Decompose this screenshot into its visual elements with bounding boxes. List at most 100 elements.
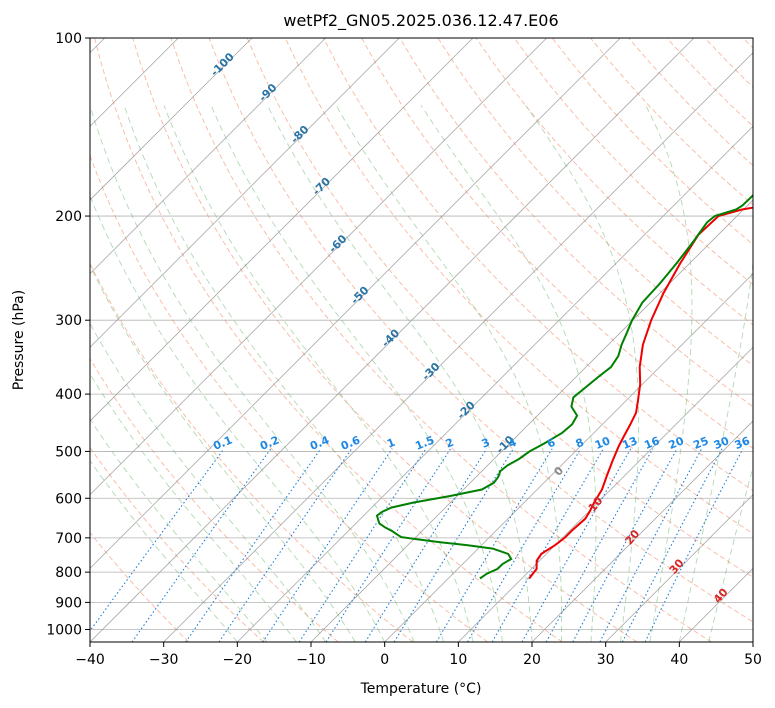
mixing-ratio-label: 0.1 [211,433,234,452]
mixing-ratio-label: 8 [574,436,586,451]
x-tick-label: −10 [296,652,326,668]
series-lines [375,194,753,580]
dry-adiabat [90,357,339,642]
isotherm-label: -80 [288,123,311,146]
moist-adiabat [90,418,268,642]
moist-adiabat [210,105,503,642]
moist-adiabat [708,465,753,642]
isotherm-label: -40 [379,326,402,349]
moist-adiabat [525,105,640,642]
dry-adiabat [704,38,753,88]
dry-adiabat [132,38,638,642]
x-tick-label: 20 [523,652,541,668]
mixing-ratio-label: 20 [667,434,686,452]
y-tick-label: 900 [55,595,82,611]
mixing-ratio-line [218,448,353,642]
mixing-ratio-label: 1 [385,436,397,451]
mixing-ratio-line [262,448,393,642]
mixing-ratio-line [393,448,514,642]
isotherm-line [531,420,753,642]
y-tick-label: 600 [55,491,82,507]
moist-adiabat [163,105,474,642]
isotherm-label: -70 [310,175,333,198]
moist-adiabat-label: 0 [551,464,566,478]
mixing-ratio-label: 3 [480,436,492,451]
dry-adiabat [513,38,753,285]
isotherm-line [679,567,753,642]
mixing-ratio-label: 0.4 [308,433,331,452]
y-tick-label: 800 [55,565,82,581]
moist-adiabat [678,259,753,642]
dry-adiabat [437,38,753,367]
mixing-ratio-line [185,448,322,642]
moist-adiabat [267,105,533,642]
dry-adiabat [323,38,753,492]
x-tick-label: −40 [75,652,105,668]
dry-adiabat [208,38,753,623]
mixing-ratio-line [435,448,553,642]
mixing-ratio-label: 25 [691,434,710,452]
moist-adiabat [90,322,327,642]
isotherm-line [458,346,753,642]
x-tick-label: 40 [670,652,688,668]
isotherm-label: -60 [326,232,349,255]
dry-adiabat [742,38,753,49]
isotherm-line [384,273,753,642]
dry-adiabat [284,38,753,535]
isotherm-line [90,38,695,642]
moist-adiabat [90,264,356,642]
moist-adiabat [90,105,415,642]
dewpoint-profile [375,194,753,580]
x-tick-label: 50 [744,652,762,668]
mixing-ratio-line [621,448,723,642]
moist-adiabat-label: 20 [623,527,643,547]
moist-adiabat [420,105,597,642]
x-tick-label: 0 [380,652,389,668]
mixing-ratio-label: 1.5 [413,433,436,452]
mixing-ratio-line [325,448,452,642]
grid-lines [90,38,753,642]
dry-adiabat [90,154,488,642]
temperature-profile [528,206,753,580]
mixing-ratio-label: 10 [593,434,612,452]
mixing-ratio-label: 16 [642,434,661,452]
dry-adiabat [246,38,753,578]
mixing-ratio-line [298,448,427,642]
moist-adiabat [645,105,693,642]
dry-adiabat [94,38,563,642]
mixing-ratio-label: 0.6 [339,433,362,452]
isotherm-line [90,38,253,201]
plot-area [90,38,753,642]
isotherm-line [605,494,753,642]
mixing-ratio-line [131,448,272,642]
isotherm-label: -30 [419,360,442,383]
dry-adiabat [90,446,264,642]
y-tick-label: 400 [55,387,82,403]
isotherm-line [310,199,753,642]
chart-title: wetPf2_GN05.2025.036.12.47.E06 [283,11,558,31]
isotherm-label: -50 [348,284,371,307]
dry-adiabat [666,38,753,127]
dry-adiabat [590,38,753,206]
dry-adiabat [361,38,753,449]
y-tick-label: 200 [55,209,82,225]
y-tick-label: 700 [55,531,82,547]
mixing-ratio-line [467,448,582,642]
axes: −40 −30 −20 −10 0 10 20 30 40 5010020030040050060… [46,31,762,668]
x-tick-label: 30 [597,652,615,668]
mixing-ratio-line [364,448,488,642]
mixing-ratio-line [90,448,225,632]
dry-adiabat [399,38,753,408]
y-axis-label: Pressure (hPa) [11,290,27,390]
moist-adiabat [90,195,386,642]
isotherm-line [90,38,547,496]
mixing-ratio-label: 2 [444,436,456,451]
isotherm-line [90,38,474,422]
y-tick-label: 300 [55,313,82,329]
isotherm-line [163,52,753,642]
mixing-ratio-label: 30 [712,434,731,452]
plot-frame [89,37,754,643]
y-tick-label: 1000 [46,622,82,638]
x-tick-label: 10 [449,652,467,668]
